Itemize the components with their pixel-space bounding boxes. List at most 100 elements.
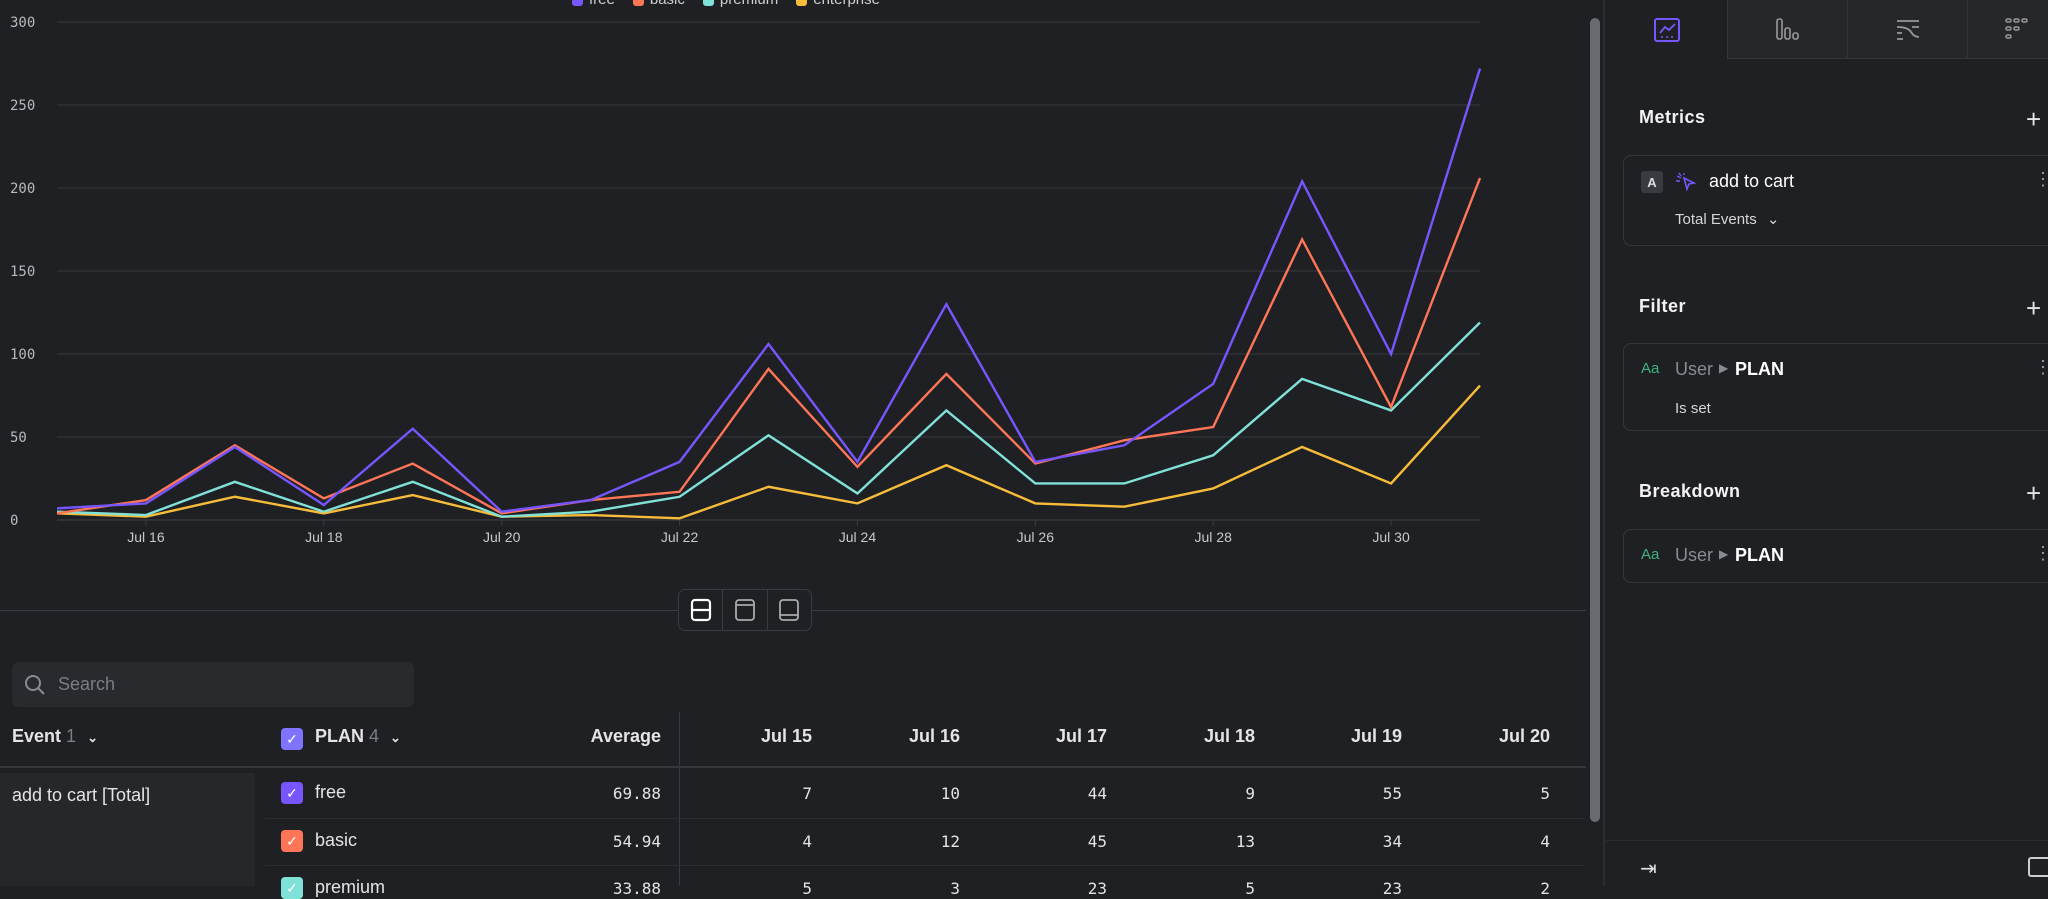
- breakdown-heading: Breakdown: [1639, 481, 1741, 501]
- cell-value: 45: [1087, 832, 1107, 851]
- row-label: premium: [315, 877, 386, 897]
- event-column-header[interactable]: Event 1 ⌄: [12, 726, 98, 746]
- x-tick-label: Jul 16: [127, 529, 165, 545]
- cell-value: 5: [802, 879, 812, 898]
- text-property-icon: Aa: [1641, 360, 1660, 377]
- kebab-menu-icon[interactable]: ⋮: [2034, 169, 2048, 189]
- metric-event-name[interactable]: add to cart: [1709, 171, 1795, 191]
- chart-layout-icon: [735, 599, 755, 621]
- chevron-down-icon: ⌄: [87, 730, 98, 745]
- legend-item-free[interactable]: free: [572, 0, 615, 8]
- metric-letter-badge: A: [1641, 171, 1663, 193]
- add-metric-button[interactable]: +: [2026, 104, 2042, 134]
- flows-icon: [1896, 20, 1919, 40]
- y-tick-label: 250: [10, 98, 35, 114]
- x-tick-label: Jul 24: [839, 529, 877, 545]
- plan-column-header[interactable]: PLAN 4 ⌄: [315, 726, 401, 746]
- header-divider: [0, 766, 1586, 768]
- tab-insights[interactable]: [1606, 0, 1727, 59]
- kebab-menu-icon[interactable]: ⋮: [2034, 543, 2048, 563]
- main-area: free basic premium enterprise 0 50 100 150 2…: [0, 0, 1588, 899]
- metric-aggregation-dropdown[interactable]: Total Events ⌄: [1675, 211, 1780, 228]
- legend-item-premium[interactable]: premium: [702, 0, 778, 8]
- chevron-down-icon: ⌄: [390, 730, 401, 745]
- date-column-header[interactable]: Jul 17: [1055, 726, 1107, 746]
- x-tick-label: Jul 18: [305, 529, 343, 545]
- split-layout-icon: [690, 598, 711, 622]
- cell-value: 2: [1540, 879, 1550, 898]
- scrollbar[interactable]: [1590, 18, 1600, 822]
- legend-item-basic[interactable]: basic: [632, 0, 685, 8]
- cell-value: 34: [1382, 832, 1402, 851]
- table-layout-icon: [779, 599, 800, 621]
- series-line-enterprise: [56, 384, 1481, 520]
- date-column-header[interactable]: Jul 18: [1203, 726, 1255, 746]
- x-tick-label: Jul 26: [1017, 529, 1055, 545]
- caret-right-icon: ▶: [1719, 361, 1729, 375]
- x-tick-label: Jul 22: [661, 529, 699, 545]
- average-column-header[interactable]: Average: [590, 726, 661, 746]
- plan-select-all-checkbox[interactable]: ✓: [281, 728, 303, 750]
- row-checkbox[interactable]: ✓: [281, 877, 303, 899]
- cell-value: 9: [1245, 784, 1255, 803]
- layout-table-button[interactable]: [768, 590, 811, 630]
- tab-flows[interactable]: [1847, 0, 1967, 59]
- cell-value: 5: [1540, 784, 1550, 803]
- series-line-premium: [56, 321, 1481, 518]
- filter-card[interactable]: Aa User ▶ PLAN Is set ⋮: [1623, 343, 2048, 431]
- cell-value: 7: [802, 784, 812, 803]
- cell-value: 10: [940, 784, 960, 803]
- row-checkbox[interactable]: ✓: [281, 782, 303, 804]
- line-chart-icon: [1653, 17, 1680, 42]
- breakdown-card[interactable]: Aa User ▶ PLAN ⋮: [1623, 529, 2048, 583]
- row-average: 33.88: [612, 879, 661, 898]
- filter-operator[interactable]: Is set: [1675, 400, 1711, 417]
- tab-retention[interactable]: [1967, 0, 2048, 59]
- panel-layout-icon[interactable]: [2028, 857, 2048, 877]
- date-column-header[interactable]: Jul 16: [908, 726, 960, 746]
- filter-scope: User: [1675, 359, 1714, 379]
- check-icon: ✓: [286, 879, 298, 896]
- cell-value: 44: [1087, 784, 1107, 803]
- breakdown-property[interactable]: PLAN: [1735, 545, 1784, 565]
- cell-value: 3: [950, 879, 960, 898]
- add-breakdown-button[interactable]: +: [2026, 478, 2042, 508]
- cell-value: 5: [1245, 879, 1255, 898]
- row-label: free: [315, 782, 347, 802]
- metric-card[interactable]: A add to cart Total Events ⌄ ⋮: [1623, 155, 2048, 246]
- search-box: [12, 662, 414, 707]
- cell-value: 55: [1382, 784, 1402, 803]
- text-property-icon: Aa: [1641, 546, 1660, 563]
- row-average: 69.88: [612, 784, 661, 803]
- check-icon: ✓: [286, 832, 298, 849]
- kebab-menu-icon[interactable]: ⋮: [2034, 357, 2048, 377]
- date-column-header[interactable]: Jul 19: [1350, 726, 1402, 746]
- y-tick-label: 200: [10, 181, 35, 197]
- series-line-basic: [56, 177, 1482, 515]
- metrics-heading: Metrics: [1639, 107, 1706, 127]
- search-input[interactable]: [58, 674, 388, 695]
- tab-funnels[interactable]: [1727, 0, 1847, 59]
- filter-property[interactable]: PLAN: [1735, 359, 1784, 379]
- check-icon: ✓: [286, 730, 298, 747]
- legend-item-enterprise[interactable]: enterprise: [796, 0, 880, 8]
- row-average: 54.94: [612, 832, 661, 851]
- layout-split-button[interactable]: [679, 590, 724, 630]
- collapse-panel-icon[interactable]: ⇥: [1640, 858, 1657, 880]
- query-panel: Metrics + A add to cart Total Events ⌄ ⋮…: [1606, 0, 2048, 886]
- breakdown-scope: User: [1675, 545, 1714, 565]
- add-filter-button[interactable]: +: [2026, 293, 2042, 323]
- row-divider: [265, 865, 1585, 866]
- cell-value: 4: [1540, 832, 1550, 851]
- cell-value: 12: [940, 832, 960, 851]
- retention-grid-icon: [2005, 18, 2028, 39]
- event-cell: add to cart [Total]: [0, 773, 255, 886]
- date-column-header[interactable]: Jul 15: [760, 726, 812, 746]
- row-checkbox[interactable]: ✓: [281, 830, 303, 852]
- cell-value: 13: [1235, 832, 1255, 851]
- date-column-header[interactable]: Jul 20: [1498, 726, 1550, 746]
- cell-value: 23: [1087, 879, 1107, 898]
- row-divider: [265, 818, 1585, 819]
- layout-chart-button[interactable]: [723, 590, 768, 630]
- line-chart: 0 50 100 150 200 250 300 Jul 16 Jul 18 Jul 20 Jul …: [10, 15, 1482, 545]
